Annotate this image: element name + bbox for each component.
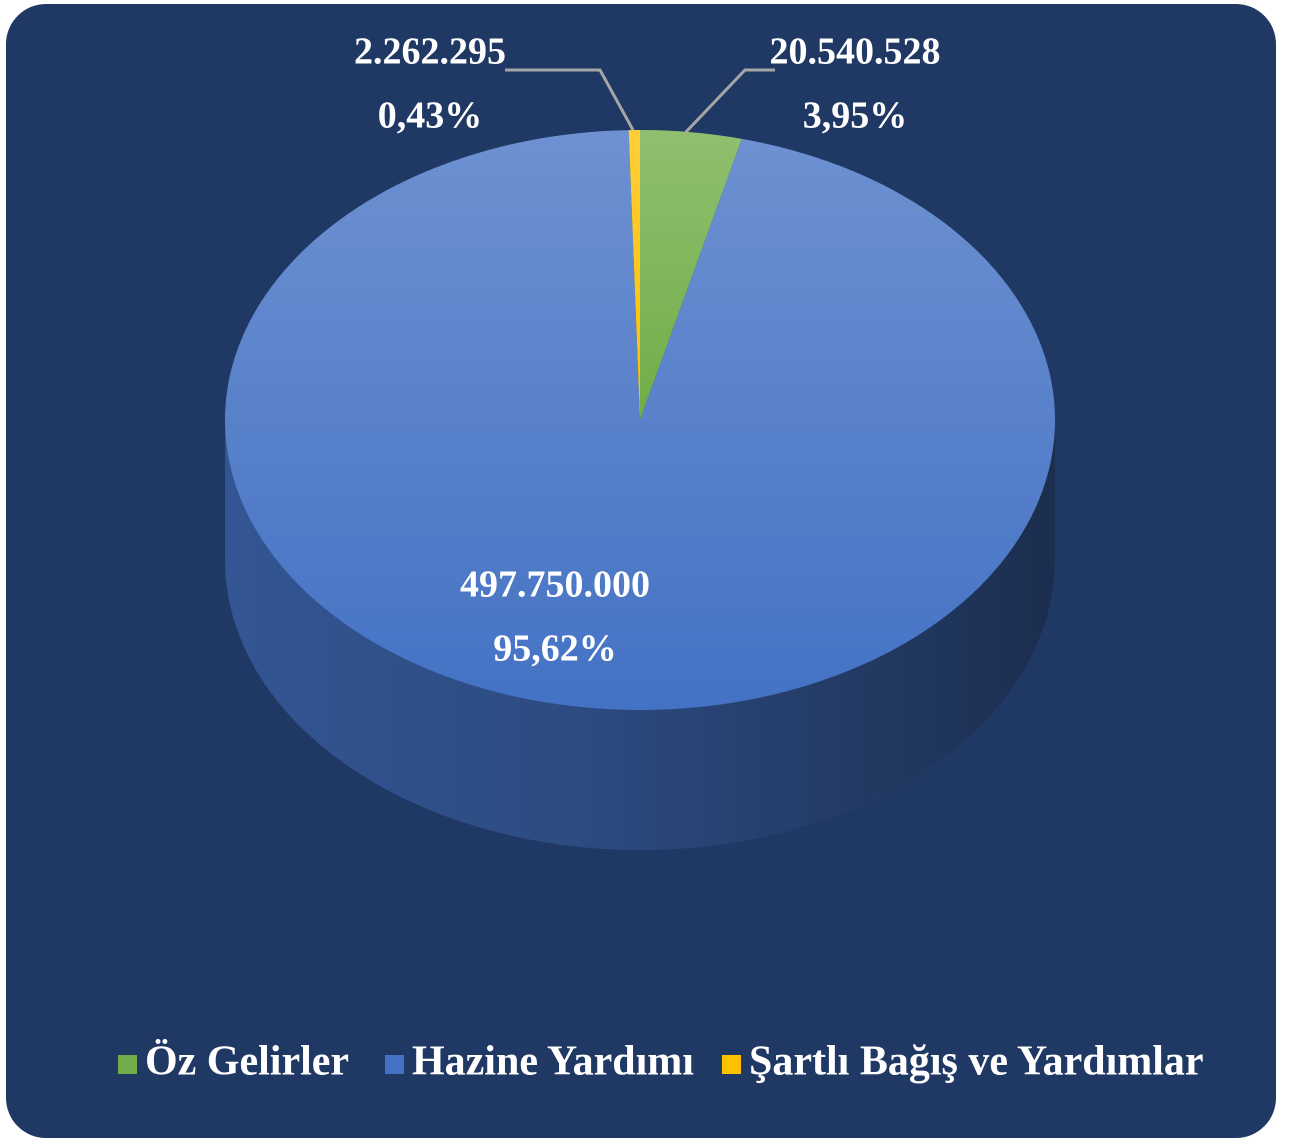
pie-slice-shade: [225, 130, 1056, 711]
percent-label: 0,43%: [378, 95, 483, 137]
legend-swatch: [722, 1055, 741, 1074]
legend-label: Şartlı Bağış ve Yardımlar: [749, 1039, 1204, 1085]
value-label: 2.262.295: [354, 31, 506, 73]
percent-label: 3,95%: [803, 95, 908, 137]
value-label: 20.540.528: [770, 31, 941, 73]
value-label: 497.750.000: [460, 564, 650, 606]
leader-line: [505, 68, 635, 131]
legend-swatch: [118, 1055, 137, 1074]
pie-slice-shade: [640, 130, 742, 420]
leader-line: [683, 68, 775, 135]
legend-label: Hazine Yardımı: [412, 1039, 694, 1085]
legend-swatch: [385, 1055, 404, 1074]
percent-label: 95,62%: [493, 628, 617, 670]
pie-side-shade: [225, 420, 1055, 850]
pie-slice-shade: [628, 130, 640, 420]
legend-label: Öz Gelirler: [145, 1039, 349, 1085]
